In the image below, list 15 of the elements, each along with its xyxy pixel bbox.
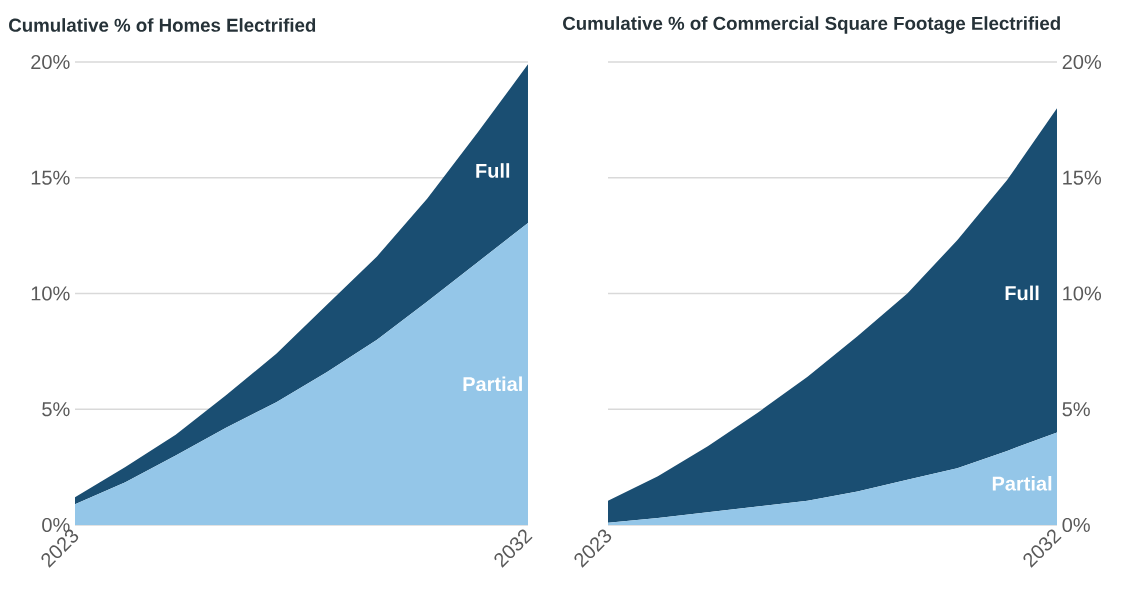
y-tick-label: 20% xyxy=(1062,54,1102,70)
y-tick-label: 20% xyxy=(31,54,70,70)
y-tick-label: 0% xyxy=(1062,517,1090,533)
series-label: Partial xyxy=(992,475,1052,491)
series-label: Full xyxy=(476,163,510,178)
chart-title: Cumulative % of Commercial Square Footage Electrified xyxy=(563,16,1060,34)
y-tick-label: 5% xyxy=(42,402,70,417)
y-tick-label: 10% xyxy=(31,286,70,301)
y-tick-label: 10% xyxy=(1063,286,1102,301)
y-tick-label: 5% xyxy=(1062,402,1090,417)
y-tick-label: 15% xyxy=(31,170,70,185)
chart-title: Cumulative % of Homes Electrified xyxy=(9,18,316,32)
series-label: Partial xyxy=(463,376,522,392)
y-tick-label: 15% xyxy=(1063,170,1102,185)
series-label: Full xyxy=(1005,285,1039,301)
